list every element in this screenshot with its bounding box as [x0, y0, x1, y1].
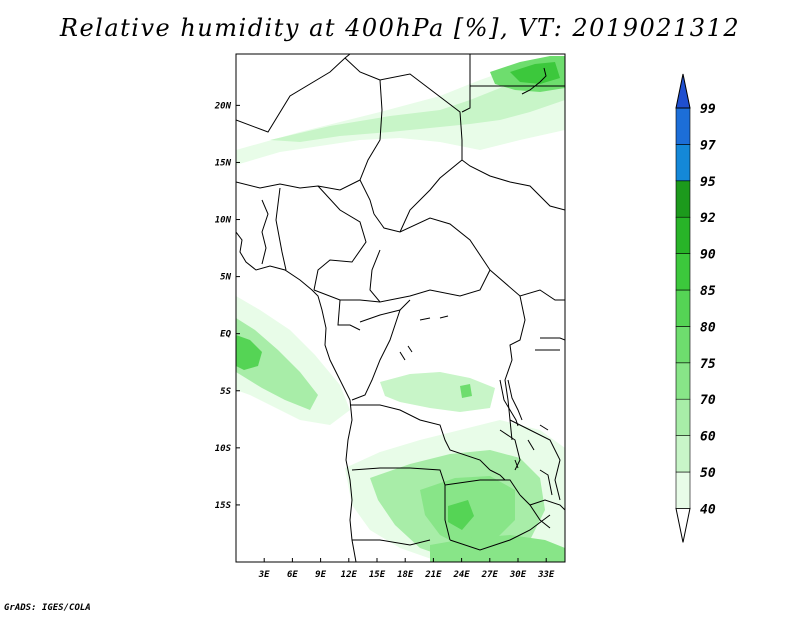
colorbar-segment: [675, 435, 691, 473]
x-tick-label: 6E: [287, 570, 298, 580]
y-tick-label: 5N: [220, 273, 231, 283]
colorbar-label: 60: [700, 430, 716, 445]
y-tick-label: 10S: [215, 444, 232, 454]
colorbar-label: 85: [700, 284, 716, 299]
colorbar-segment: [675, 398, 691, 436]
x-tick-label: 9E: [315, 570, 326, 580]
humidity-region-northeast-inner: [510, 62, 560, 84]
humidity-region-north-band-lower: [270, 62, 565, 142]
colorbar-label: 92: [700, 211, 716, 226]
y-tick-label: 15N: [215, 158, 232, 168]
map-frame: [235, 53, 566, 563]
x-tick-label: 15E: [369, 570, 386, 580]
colorbar-segment: [675, 471, 691, 509]
colorbar-extend-low: [675, 507, 691, 543]
humidity-region-congo-basin-core: [460, 384, 472, 398]
colorbar-segment: [675, 253, 691, 291]
humidity-region-southern-africa-core: [448, 500, 474, 530]
colorbar-segment: [675, 180, 691, 218]
y-tick-label: EQ: [220, 330, 231, 340]
colorbar-label: 95: [700, 175, 716, 190]
x-tick-label: 21E: [424, 570, 442, 580]
map-title: Relative humidity at 400hPa [%], VT: 201…: [59, 14, 741, 42]
colorbar: 40 50 60 70 75 80 85 90 92 95 97 99: [675, 73, 716, 543]
colorbar-label: 99: [700, 102, 716, 117]
y-tick-label: 20N: [214, 101, 232, 111]
humidity-shading: [236, 56, 565, 562]
humidity-region-congo-basin-patch: [380, 372, 495, 412]
humidity-region-southeast-strip: [430, 535, 565, 562]
humidity-region-gulf-of-guinea-inner: [236, 318, 318, 410]
x-tick-label: 30E: [509, 570, 527, 580]
x-tick-label: 33E: [537, 570, 555, 580]
colorbar-segment: [675, 216, 691, 254]
colorbar-label: 80: [700, 320, 716, 335]
humidity-region-gulf-of-guinea-plume: [236, 296, 350, 425]
x-tick-label: 3E: [258, 570, 270, 580]
y-tick-label: 5S: [220, 387, 231, 397]
humidity-region-gulf-of-guinea-core: [236, 335, 262, 370]
colorbar-segment: [675, 144, 691, 182]
x-tick-label: 18E: [397, 570, 414, 580]
colorbar-label: 70: [700, 393, 716, 408]
grads-credit: GrADS: IGES/COLA: [4, 603, 91, 613]
colorbar-segment: [675, 289, 691, 327]
colorbar-label: 75: [700, 357, 716, 372]
colorbar-extend-high: [675, 73, 691, 109]
y-tick-label: 10N: [215, 216, 232, 226]
x-tick-label: 27E: [481, 570, 499, 580]
x-tick-label: 24E: [452, 570, 470, 580]
colorbar-segment: [675, 107, 691, 145]
colorbar-label: 40: [700, 502, 716, 517]
colorbar-label: 90: [700, 248, 716, 263]
x-tick-label: 12E: [341, 570, 358, 580]
colorbar-label: 97: [700, 138, 716, 153]
colorbar-segment: [675, 326, 691, 364]
y-tick-label: 15S: [215, 501, 232, 511]
colorbar-label: 50: [700, 466, 716, 481]
colorbar-segment: [675, 362, 691, 400]
x-axis: 3E 6E 9E 12E 15E 18E 21E 24E 27E 30E 33E: [258, 558, 555, 580]
country-borders: [236, 54, 565, 562]
y-axis: 20N 15N 10N 5N EQ 5S 10S 15S: [214, 101, 240, 511]
